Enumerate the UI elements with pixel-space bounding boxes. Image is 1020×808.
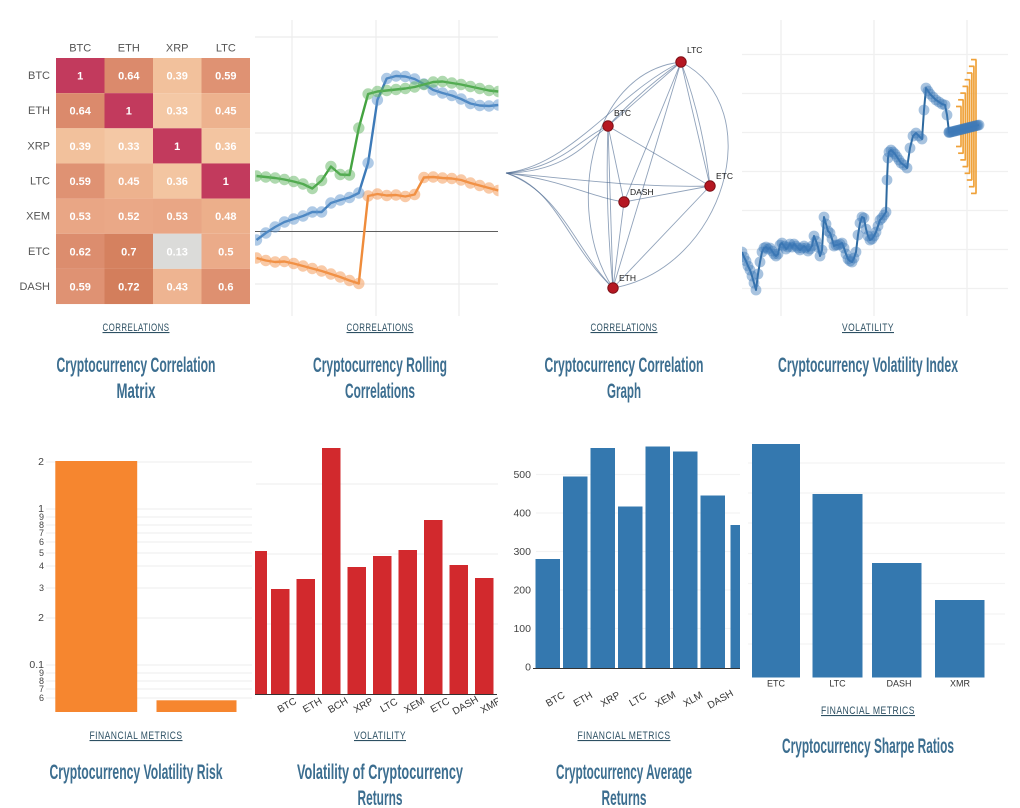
svg-text:0.59: 0.59	[215, 71, 236, 83]
svg-text:Matrix: Matrix	[117, 380, 156, 403]
svg-text:0.64: 0.64	[69, 106, 91, 118]
svg-text:CORRELATIONS: CORRELATIONS	[591, 322, 658, 334]
svg-text:1: 1	[174, 141, 180, 153]
svg-text:1: 1	[38, 503, 44, 515]
svg-text:Cryptocurrency Correlation: Cryptocurrency Correlation	[57, 354, 216, 377]
svg-text:ETH: ETH	[619, 273, 636, 283]
svg-text:1: 1	[77, 71, 83, 83]
svg-text:500: 500	[513, 469, 531, 481]
svg-text:Returns: Returns	[602, 787, 647, 808]
svg-text:XRP: XRP	[27, 140, 50, 152]
svg-text:0.43: 0.43	[166, 282, 187, 294]
svg-text:0.53: 0.53	[166, 211, 187, 223]
svg-text:0.36: 0.36	[215, 141, 236, 153]
svg-text:5: 5	[39, 548, 44, 558]
svg-text:BTC: BTC	[28, 70, 50, 82]
svg-text:0.62: 0.62	[69, 246, 90, 258]
svg-text:0.52: 0.52	[118, 211, 139, 223]
svg-text:1: 1	[126, 106, 132, 118]
svg-text:4: 4	[39, 561, 44, 571]
svg-text:0.6: 0.6	[218, 282, 233, 294]
svg-text:XRP: XRP	[166, 43, 189, 55]
svg-text:0.36: 0.36	[166, 176, 187, 188]
svg-text:DASH: DASH	[886, 679, 911, 689]
svg-text:Correlations: Correlations	[345, 380, 415, 403]
svg-text:XEM: XEM	[26, 211, 50, 223]
svg-text:0.59: 0.59	[69, 176, 90, 188]
svg-text:8: 8	[39, 676, 44, 686]
svg-text:VOLATILITY: VOLATILITY	[842, 322, 894, 334]
svg-text:FINANCIAL METRICS: FINANCIAL METRICS	[821, 705, 915, 717]
svg-text:LTC: LTC	[829, 679, 846, 689]
svg-text:1: 1	[223, 176, 229, 188]
svg-text:Cryptocurrency Correlation: Cryptocurrency Correlation	[545, 354, 704, 377]
svg-text:Cryptocurrency Volatility Inde: Cryptocurrency Volatility Index	[778, 354, 958, 377]
svg-text:0.72: 0.72	[118, 282, 139, 294]
svg-text:8: 8	[39, 520, 44, 530]
svg-text:Graph: Graph	[607, 380, 641, 403]
svg-text:9: 9	[39, 668, 44, 678]
svg-text:BTC: BTC	[614, 108, 631, 118]
svg-text:BTC: BTC	[69, 43, 91, 55]
svg-text:Returns: Returns	[358, 787, 403, 808]
svg-text:0.33: 0.33	[166, 106, 187, 118]
svg-text:0: 0	[525, 662, 531, 674]
svg-text:FINANCIAL METRICS: FINANCIAL METRICS	[90, 730, 183, 742]
svg-text:0.53: 0.53	[69, 211, 90, 223]
svg-text:CORRELATIONS: CORRELATIONS	[347, 322, 414, 334]
svg-text:7: 7	[39, 684, 44, 694]
svg-text:6: 6	[39, 693, 44, 703]
svg-text:9: 9	[39, 512, 44, 522]
svg-text:ETC: ETC	[28, 246, 50, 258]
svg-text:LTC: LTC	[216, 43, 236, 55]
svg-text:XMR: XMR	[950, 679, 971, 689]
svg-text:0.33: 0.33	[118, 141, 139, 153]
svg-text:0.7: 0.7	[121, 246, 136, 258]
svg-text:Cryptocurrency Volatility Risk: Cryptocurrency Volatility Risk	[50, 761, 223, 784]
svg-text:300: 300	[513, 546, 531, 558]
svg-text:LTC: LTC	[30, 176, 50, 188]
svg-text:ETH: ETH	[118, 43, 140, 55]
svg-text:400: 400	[513, 508, 531, 520]
svg-text:0.5: 0.5	[218, 246, 233, 258]
svg-text:Volatility of Cryptocurrency: Volatility of Cryptocurrency	[297, 761, 463, 784]
svg-text:7: 7	[39, 528, 44, 538]
svg-text:0.45: 0.45	[118, 176, 139, 188]
svg-text:0.39: 0.39	[166, 71, 187, 83]
svg-text:ETH: ETH	[28, 105, 50, 117]
svg-text:6: 6	[39, 537, 44, 547]
svg-text:0.59: 0.59	[69, 282, 90, 294]
svg-text:2: 2	[38, 612, 44, 624]
svg-text:100: 100	[513, 623, 531, 635]
svg-text:DASH: DASH	[630, 187, 654, 197]
svg-text:ETC: ETC	[767, 679, 786, 689]
svg-text:200: 200	[513, 585, 531, 597]
svg-text:LTC: LTC	[687, 45, 702, 55]
svg-text:3: 3	[39, 583, 44, 593]
svg-text:FINANCIAL METRICS: FINANCIAL METRICS	[578, 730, 671, 742]
svg-text:Cryptocurrency Average: Cryptocurrency Average	[556, 761, 692, 784]
svg-text:0.13: 0.13	[166, 246, 187, 258]
svg-text:ETC: ETC	[716, 171, 733, 181]
svg-text:DASH: DASH	[19, 281, 50, 293]
svg-text:0.64: 0.64	[118, 71, 140, 83]
svg-text:0.1: 0.1	[29, 659, 44, 671]
svg-text:0.39: 0.39	[69, 141, 90, 153]
svg-text:Cryptocurrency Sharpe Ratios: Cryptocurrency Sharpe Ratios	[782, 735, 954, 758]
svg-text:VOLATILITY: VOLATILITY	[354, 730, 406, 742]
svg-text:0.45: 0.45	[215, 106, 236, 118]
svg-text:0.48: 0.48	[215, 211, 236, 223]
svg-text:CORRELATIONS: CORRELATIONS	[103, 322, 170, 334]
svg-text:2: 2	[38, 456, 44, 468]
svg-text:Cryptocurrency Rolling: Cryptocurrency Rolling	[313, 354, 447, 377]
